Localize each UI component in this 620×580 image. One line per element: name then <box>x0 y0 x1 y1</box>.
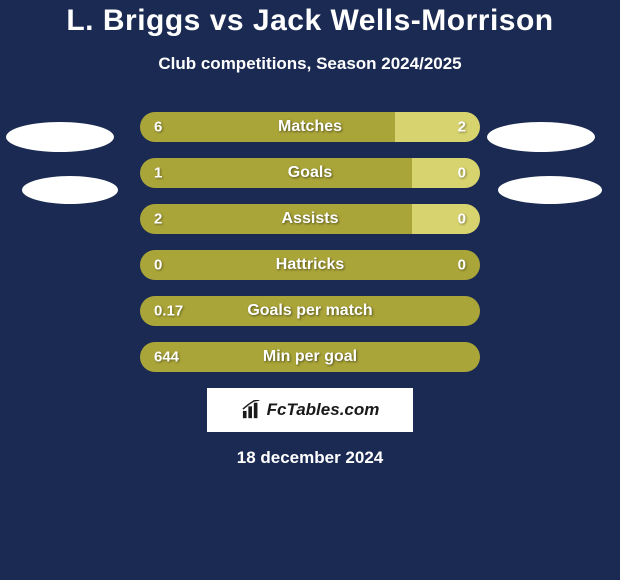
stat-row: 1 Goals 0 <box>0 158 620 188</box>
stat-bar-left <box>140 112 395 142</box>
stat-bar: 0 Hattricks 0 <box>140 250 480 280</box>
stat-row: 2 Assists 0 <box>0 204 620 234</box>
stat-row: 6 Matches 2 <box>0 112 620 142</box>
stat-row: 0.17 Goals per match <box>0 296 620 326</box>
stat-bar-right <box>412 158 480 188</box>
stat-value-left: 644 <box>154 349 179 366</box>
stat-bar: 0.17 Goals per match <box>140 296 480 326</box>
stat-value-left: 0.17 <box>154 303 183 320</box>
stat-bar: 1 Goals 0 <box>140 158 480 188</box>
brand-box[interactable]: FcTables.com <box>207 388 413 432</box>
stat-bar-left <box>140 158 412 188</box>
stat-label: Hattricks <box>276 256 344 274</box>
stat-label: Matches <box>278 118 342 136</box>
stat-bar: 2 Assists 0 <box>140 204 480 234</box>
page-title: L. Briggs vs Jack Wells-Morrison <box>0 4 620 38</box>
brand-label: FcTables.com <box>241 400 380 420</box>
stat-value-right: 0 <box>458 165 466 182</box>
stat-value-right: 0 <box>458 211 466 228</box>
stat-value-right: 2 <box>458 119 466 136</box>
stat-value-left: 1 <box>154 165 162 182</box>
stat-value-left: 2 <box>154 211 162 228</box>
stat-value-left: 0 <box>154 257 162 274</box>
stat-bar-right <box>395 112 480 142</box>
stat-value-right: 0 <box>458 257 466 274</box>
comparison-card: L. Briggs vs Jack Wells-Morrison Club co… <box>0 0 620 580</box>
chart-icon <box>241 400 263 420</box>
stat-label: Assists <box>282 210 339 228</box>
brand-text: FcTables.com <box>267 400 380 420</box>
date-line: 18 december 2024 <box>0 448 620 468</box>
stat-label: Goals per match <box>247 302 372 320</box>
stat-value-left: 6 <box>154 119 162 136</box>
stat-bar: 644 Min per goal <box>140 342 480 372</box>
stat-label: Min per goal <box>263 348 357 366</box>
stat-row: 644 Min per goal <box>0 342 620 372</box>
stat-bar-left <box>140 204 412 234</box>
subtitle: Club competitions, Season 2024/2025 <box>0 54 620 74</box>
stat-bar-right <box>412 204 480 234</box>
stat-label: Goals <box>288 164 332 182</box>
stat-row: 0 Hattricks 0 <box>0 250 620 280</box>
stat-bar: 6 Matches 2 <box>140 112 480 142</box>
